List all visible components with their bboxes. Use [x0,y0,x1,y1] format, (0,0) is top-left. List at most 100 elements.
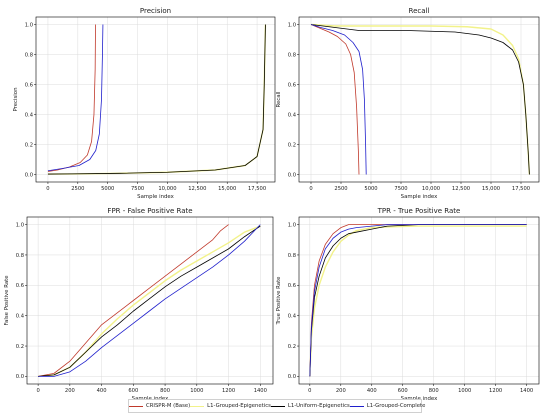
y-axis-label: Recall [276,91,282,107]
x-tick-label: 1000 [190,388,203,394]
x-tick-label: 1000 [458,388,471,394]
y-tick-label: 0.4 [25,112,34,118]
chart-title: Recall [409,7,430,15]
x-tick-label: 1200 [222,388,235,394]
x-tick-label: 800 [429,388,439,394]
y-tick-label: 0.8 [288,253,296,259]
y-tick-label: 0.0 [288,172,296,178]
x-tick-label: 15,000 [218,186,236,192]
x-tick-label: 0 [36,388,39,394]
series-line [310,23,531,175]
y-tick-label: 1.0 [288,222,296,228]
y-tick-label: 0.8 [288,52,296,58]
y-tick-label: 0.2 [288,142,296,148]
x-tick-label: 400 [367,388,377,394]
chart-panel-3: 0 200 400 600 800 1000 1200 1400 0.0 0.2 0.4 0.6 0.8… [276,207,540,402]
legend-label: L1-Uniform-Epigenetics [287,403,350,409]
series-line [38,224,229,377]
x-tick-label: 200 [336,388,346,394]
y-tick-label: 0.2 [288,344,296,350]
chart-title: FPR - False Positive Rate [107,207,192,215]
x-tick-label: 200 [65,388,75,394]
y-axis-label: False Positive Rate [4,275,10,326]
x-tick-label: 17,500 [512,186,530,192]
series-line [309,224,527,377]
y-tick-label: 0.6 [288,283,296,289]
x-tick-label: 800 [160,388,170,394]
legend-label: L1-Grouped-Complete [366,403,426,409]
legend: CRISPR-M (Base) L1-Grouped-Epigenetics L… [128,399,425,413]
x-axis-label: Sample index [137,194,174,200]
x-tick-label: 0 [46,186,49,192]
chart-title: Precision [140,7,171,15]
legend-label: CRISPR-M (Base) [146,403,191,409]
x-tick-label: 0 [308,388,311,394]
x-tick-label: 17,500 [248,186,266,192]
x-tick-label: 7500 [131,186,144,192]
y-tick-label: 0.8 [25,52,33,58]
legend-swatch-1 [190,405,205,407]
x-tick-label: 1400 [520,388,533,394]
y-tick-label: 0.2 [16,344,24,350]
x-tick-label: 1200 [489,388,502,394]
x-axis-label: Sample index [401,194,438,200]
series-line [47,24,266,175]
y-tick-label: 0.2 [25,142,33,148]
series-line [47,24,96,172]
plot-frame [35,16,276,183]
y-axis-label: Precision [13,87,19,111]
x-tick-label: 12,500 [452,186,470,192]
y-tick-label: 0.4 [288,112,297,118]
x-tick-label: 10,000 [422,186,440,192]
legend-label: L1-Grouped-Epigenetics [207,403,271,409]
y-tick-label: 0.6 [16,283,24,289]
series-line [309,224,527,377]
y-tick-label: 0.8 [16,253,24,259]
legend-swatch-0 [129,405,143,407]
series-line [38,225,261,377]
series-line [47,24,267,175]
chart-panel-0: 0 2500 5000 7500 10,000 12,500 15,000 17,500 0.0… [13,7,276,200]
series-line [309,225,527,377]
series-line [47,24,104,172]
y-tick-label: 0.6 [288,82,296,88]
x-tick-label: 1400 [254,388,267,394]
legend-swatch-3 [349,405,364,407]
x-tick-label: 7500 [394,186,407,192]
series-line [310,24,367,175]
y-tick-label: 0.6 [25,82,33,88]
series-line [309,224,527,377]
x-tick-label: 2500 [71,186,84,192]
legend-swatch-2 [270,405,285,407]
x-tick-label: 10,000 [158,186,176,192]
x-tick-label: 2500 [334,186,347,192]
y-tick-label: 1.0 [288,22,296,28]
chart-panel-2: 0 200 400 600 800 1000 1200 1400 0.0 0.2 0.4 0.6 0.8… [4,207,274,402]
y-tick-label: 0.0 [25,172,33,178]
y-tick-label: 0.0 [16,374,24,380]
y-tick-label: 0.4 [288,313,297,319]
x-tick-label: 400 [97,388,107,394]
x-tick-label: 5000 [364,186,377,192]
plot-frame [26,216,274,385]
legend-item: L1-Grouped-Complete [349,403,426,409]
x-tick-label: 600 [398,388,408,394]
x-tick-label: 0 [309,186,312,192]
legend-item: CRISPR-M (Base) [129,403,190,409]
series-line [310,24,360,175]
legend-item: L1-Grouped-Epigenetics [190,403,271,409]
y-tick-label: 0.4 [16,313,25,319]
y-axis-label: True Positive Rate [276,276,282,326]
series-line [310,24,530,175]
chart-panel-1: 0 2500 5000 7500 10,000 12,500 15,000 17,500 0.0… [276,7,540,200]
y-tick-label: 0.0 [288,374,296,380]
x-tick-label: 600 [128,388,138,394]
x-tick-label: 5000 [101,186,114,192]
chart-title: TPR - True Positive Rate [377,207,461,215]
plot-frame [298,16,540,183]
series-line [38,224,261,377]
series-line [38,225,261,378]
plot-frame [298,216,540,385]
